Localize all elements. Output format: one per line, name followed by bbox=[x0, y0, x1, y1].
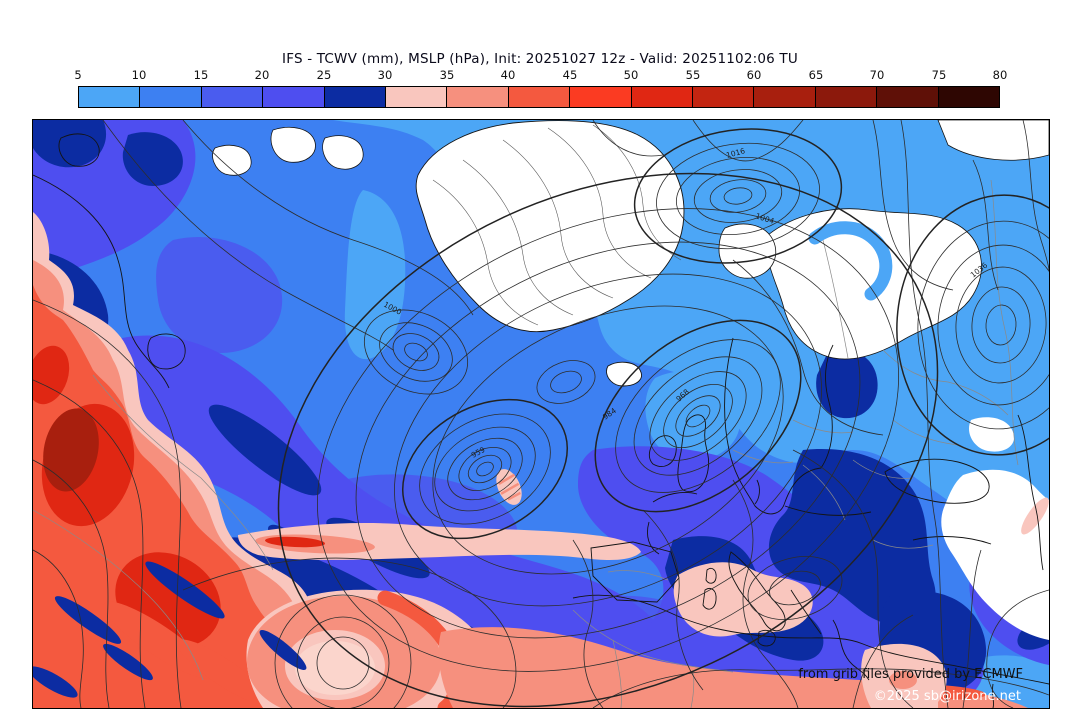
colorbar-tick: 25 bbox=[316, 68, 332, 82]
colorbar-segment bbox=[324, 87, 387, 107]
colorbar-tick: 5 bbox=[74, 68, 82, 82]
greenland-contours bbox=[432, 124, 682, 326]
colorbar-tick: 70 bbox=[869, 68, 885, 82]
tcwv-below-5-regions bbox=[212, 120, 1049, 640]
colorbar-tick: 20 bbox=[254, 68, 270, 82]
colorbar-tick: 35 bbox=[439, 68, 455, 82]
attribution-source: from grib files provided by ECMWF bbox=[798, 667, 1023, 682]
colorbar-tick: 40 bbox=[500, 68, 516, 82]
colorbar-segment bbox=[693, 87, 755, 107]
colorbar-segment bbox=[508, 87, 571, 107]
chart-title: IFS - TCWV (mm), MSLP (hPa), Init: 20251… bbox=[282, 51, 798, 67]
colorbar bbox=[78, 86, 1000, 108]
colorbar-tick: 15 bbox=[193, 68, 209, 82]
colorbar-tick: 50 bbox=[623, 68, 639, 82]
colorbar-segment bbox=[263, 87, 325, 107]
colorbar-tick: 30 bbox=[377, 68, 393, 82]
colorbar-segment bbox=[447, 87, 509, 107]
colorbar-segment bbox=[877, 87, 939, 107]
colorbar-tick: 60 bbox=[746, 68, 762, 82]
attribution-copyright: ©2025 sb@irizone.net bbox=[873, 689, 1021, 704]
colorbar-segment bbox=[938, 87, 1000, 107]
colorbar-tick: 65 bbox=[808, 68, 824, 82]
colorbar-tick: 10 bbox=[131, 68, 147, 82]
colorbar-segment bbox=[386, 87, 448, 107]
colorbar-tick: 75 bbox=[931, 68, 947, 82]
isobar-contours bbox=[33, 120, 1049, 708]
colorbar-ticks: 5 10 15 20 25 30 35 40 45 50 55 60 65 70… bbox=[74, 68, 1007, 82]
weather-map-svg: 1016 1004 968 959 984 1000 1036 bbox=[33, 120, 1049, 708]
colorbar-segment bbox=[631, 87, 694, 107]
colorbar-segment bbox=[201, 87, 264, 107]
navy-slivers bbox=[33, 561, 307, 698]
colorbar-tick: 45 bbox=[562, 68, 578, 82]
colorbar-tick: 55 bbox=[685, 68, 701, 82]
map-area: 1016 1004 968 959 984 1000 1036 from gri… bbox=[32, 119, 1050, 709]
colorbar-segment bbox=[570, 87, 632, 107]
country-borders bbox=[33, 179, 1019, 708]
colorbar-segment bbox=[79, 87, 141, 107]
colorbar-segment bbox=[815, 87, 878, 107]
colorbar-segment bbox=[754, 87, 816, 107]
colorbar-segment bbox=[140, 87, 202, 107]
colorbar-tick: 80 bbox=[992, 68, 1008, 82]
isobar-major-contours bbox=[277, 128, 1049, 708]
azure-swirl bbox=[808, 221, 893, 301]
